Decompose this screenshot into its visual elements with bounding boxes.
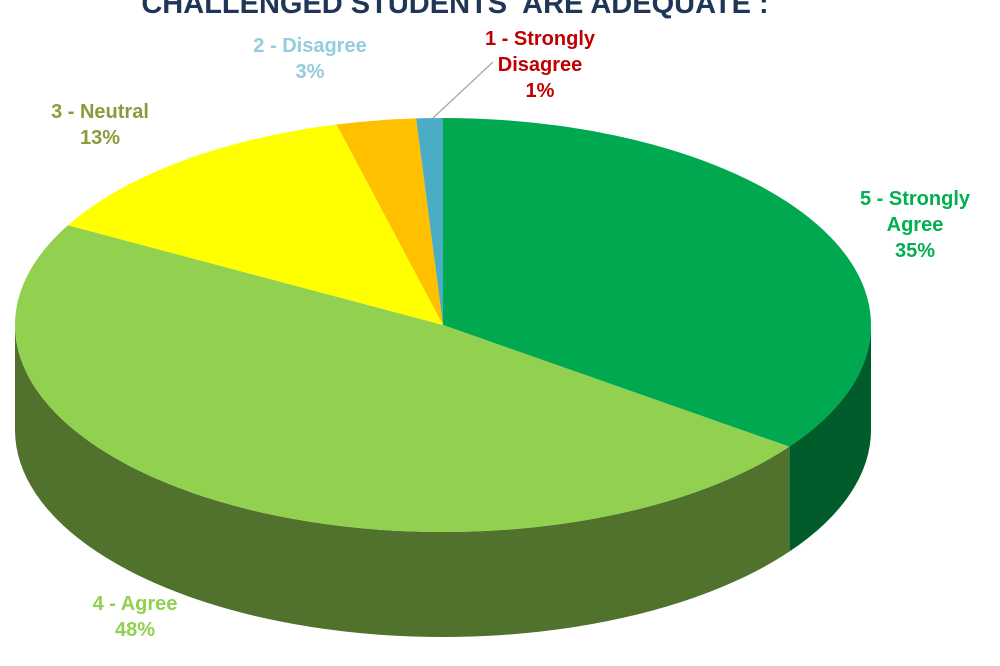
slice-side xyxy=(15,325,790,637)
slice xyxy=(443,118,871,447)
value-label: 35% xyxy=(894,240,936,262)
data-label: 1 - Strongly Disagree 1% xyxy=(475,26,605,104)
slice xyxy=(15,225,790,532)
value-label: 3% xyxy=(295,61,325,83)
slice xyxy=(336,118,443,325)
slice xyxy=(416,118,443,325)
data-label: 4 - Agree 48% xyxy=(65,591,205,643)
category-label: 5 - Strongly Agree xyxy=(859,188,970,236)
slice xyxy=(67,124,444,325)
category-label: 2 - Disagree xyxy=(253,35,367,57)
slice-side xyxy=(789,325,871,552)
chart-title: CHALLENGED STUDENTS ARE ADEQUATE : xyxy=(141,0,769,20)
value-label: 48% xyxy=(114,619,156,641)
data-label: 3 - Neutral 13% xyxy=(30,99,170,151)
category-label: 1 - Strongly Disagree xyxy=(484,28,595,76)
data-label: 2 - Disagree 3% xyxy=(225,33,395,85)
category-label: 4 - Agree xyxy=(92,593,178,615)
value-label: 1% xyxy=(525,80,555,102)
value-label: 13% xyxy=(79,127,121,149)
leader-line xyxy=(432,61,494,119)
category-label: 3 - Neutral xyxy=(51,101,149,123)
data-label: 5 - Strongly Agree 35% xyxy=(845,186,985,264)
